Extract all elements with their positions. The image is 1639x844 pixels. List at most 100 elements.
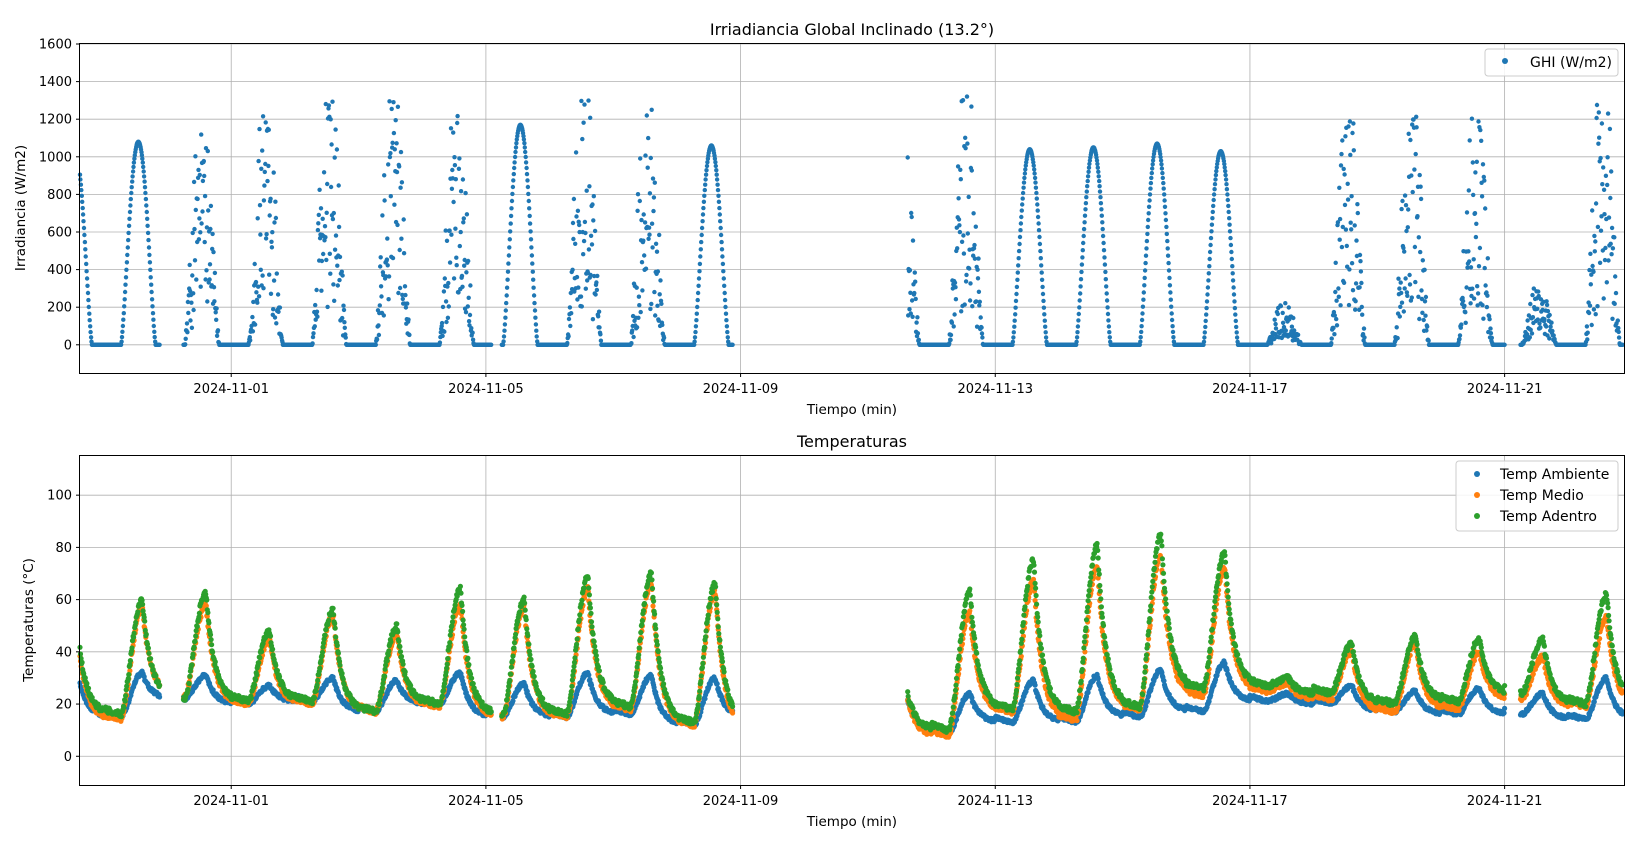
ghi-point bbox=[1209, 222, 1215, 227]
ghi-point bbox=[451, 199, 456, 205]
ghi-point bbox=[1410, 189, 1415, 195]
ghi-point bbox=[966, 194, 971, 200]
ghi-point bbox=[1230, 264, 1235, 269]
ghi-point bbox=[717, 212, 722, 217]
ghi-point bbox=[1464, 210, 1470, 215]
ghi-point bbox=[1467, 138, 1472, 143]
ghi-point bbox=[254, 290, 259, 295]
ghi-point bbox=[1425, 324, 1430, 329]
ghi-point bbox=[1100, 220, 1105, 225]
ghi-point bbox=[1289, 324, 1295, 329]
ghi-point bbox=[972, 256, 978, 261]
ghi-point bbox=[399, 236, 404, 241]
ghi-point bbox=[1338, 163, 1344, 168]
ghi-point bbox=[532, 300, 537, 306]
ghi-point bbox=[1483, 283, 1488, 288]
ghi-point bbox=[152, 329, 157, 334]
ghi-point bbox=[1609, 169, 1614, 174]
ghi-point bbox=[1103, 277, 1109, 282]
ghi-point bbox=[912, 290, 917, 296]
ghi-point bbox=[1099, 207, 1104, 212]
ghi-point bbox=[339, 269, 344, 274]
ghi-point bbox=[469, 326, 474, 331]
ghi-point bbox=[1162, 198, 1167, 203]
ghi-point bbox=[1033, 180, 1038, 185]
ghi-point bbox=[402, 284, 408, 289]
ghi-point bbox=[955, 246, 960, 251]
ghi-point bbox=[1403, 276, 1408, 281]
ghi-point bbox=[1404, 228, 1409, 234]
ghi-point bbox=[1471, 192, 1476, 198]
ghi-point bbox=[961, 233, 966, 238]
ghi-point bbox=[1362, 335, 1367, 340]
ghi-point bbox=[1140, 311, 1145, 316]
ghi-point bbox=[630, 328, 635, 333]
ghi-point bbox=[722, 290, 727, 296]
ghi-point bbox=[574, 274, 580, 280]
ghi-point bbox=[1209, 229, 1214, 234]
ghi-point bbox=[1146, 211, 1151, 216]
ghi-point bbox=[80, 205, 85, 211]
ghi-point bbox=[454, 255, 459, 260]
ghi-point bbox=[1139, 324, 1144, 329]
ghi-point bbox=[264, 232, 269, 237]
ghi-point bbox=[80, 199, 85, 204]
ghi-point bbox=[977, 299, 982, 304]
ghi-point bbox=[1528, 327, 1533, 332]
ghi-point bbox=[1039, 270, 1044, 275]
ghi-point bbox=[1080, 248, 1086, 253]
ghi-point bbox=[571, 196, 577, 202]
ghi-point bbox=[465, 304, 470, 309]
ghi-point bbox=[1150, 166, 1155, 171]
ghi-point bbox=[913, 296, 918, 302]
ghi-point bbox=[324, 257, 329, 263]
ghi-point bbox=[1023, 167, 1028, 172]
ghi-point bbox=[332, 247, 338, 252]
ghi-point bbox=[1418, 249, 1423, 255]
ghi-point bbox=[1603, 245, 1608, 251]
ghi-point bbox=[326, 103, 332, 108]
ghi-point bbox=[1150, 158, 1156, 163]
ghi-point bbox=[87, 318, 92, 323]
ghi-point bbox=[586, 247, 592, 252]
ghi-point bbox=[1210, 216, 1215, 221]
ghi-point bbox=[321, 251, 326, 257]
ghi-point bbox=[333, 127, 338, 132]
temp-ambiente-point bbox=[714, 681, 720, 687]
ghi-point bbox=[323, 235, 328, 240]
ghi-point bbox=[86, 304, 92, 310]
ghi-point bbox=[534, 328, 539, 333]
ghi-point bbox=[511, 178, 516, 183]
ghi-point bbox=[1466, 249, 1471, 254]
ghi-point bbox=[400, 296, 405, 302]
ghi-point bbox=[565, 340, 570, 346]
ghi-point bbox=[1082, 213, 1088, 218]
ghi-point bbox=[1148, 186, 1153, 191]
ghi-point bbox=[1163, 217, 1169, 223]
ghi-point bbox=[467, 312, 473, 318]
ghi-point bbox=[568, 290, 573, 296]
ghi-point bbox=[214, 317, 219, 322]
ghi-point bbox=[1142, 283, 1147, 288]
ghi-point bbox=[503, 315, 508, 320]
ghi-point bbox=[501, 334, 507, 339]
ghi-point bbox=[1419, 288, 1424, 293]
ghi-point bbox=[1096, 169, 1101, 174]
ghi-point bbox=[255, 216, 260, 221]
ghi-point bbox=[1420, 310, 1425, 315]
ghi-point bbox=[636, 294, 642, 299]
ghi-point bbox=[207, 277, 212, 282]
ghi-point bbox=[452, 163, 458, 168]
ghi-point bbox=[1337, 216, 1343, 222]
ghi-point bbox=[141, 174, 147, 179]
ghi-point bbox=[1107, 330, 1112, 335]
ghi-point bbox=[391, 130, 397, 136]
ghi-point bbox=[976, 289, 982, 294]
ghi-point bbox=[1467, 259, 1472, 264]
ghi-point bbox=[575, 297, 580, 302]
ghi-point bbox=[715, 187, 721, 193]
ghi-point bbox=[910, 238, 916, 243]
ghi-point bbox=[1531, 286, 1537, 291]
ghi-point bbox=[1042, 312, 1047, 317]
